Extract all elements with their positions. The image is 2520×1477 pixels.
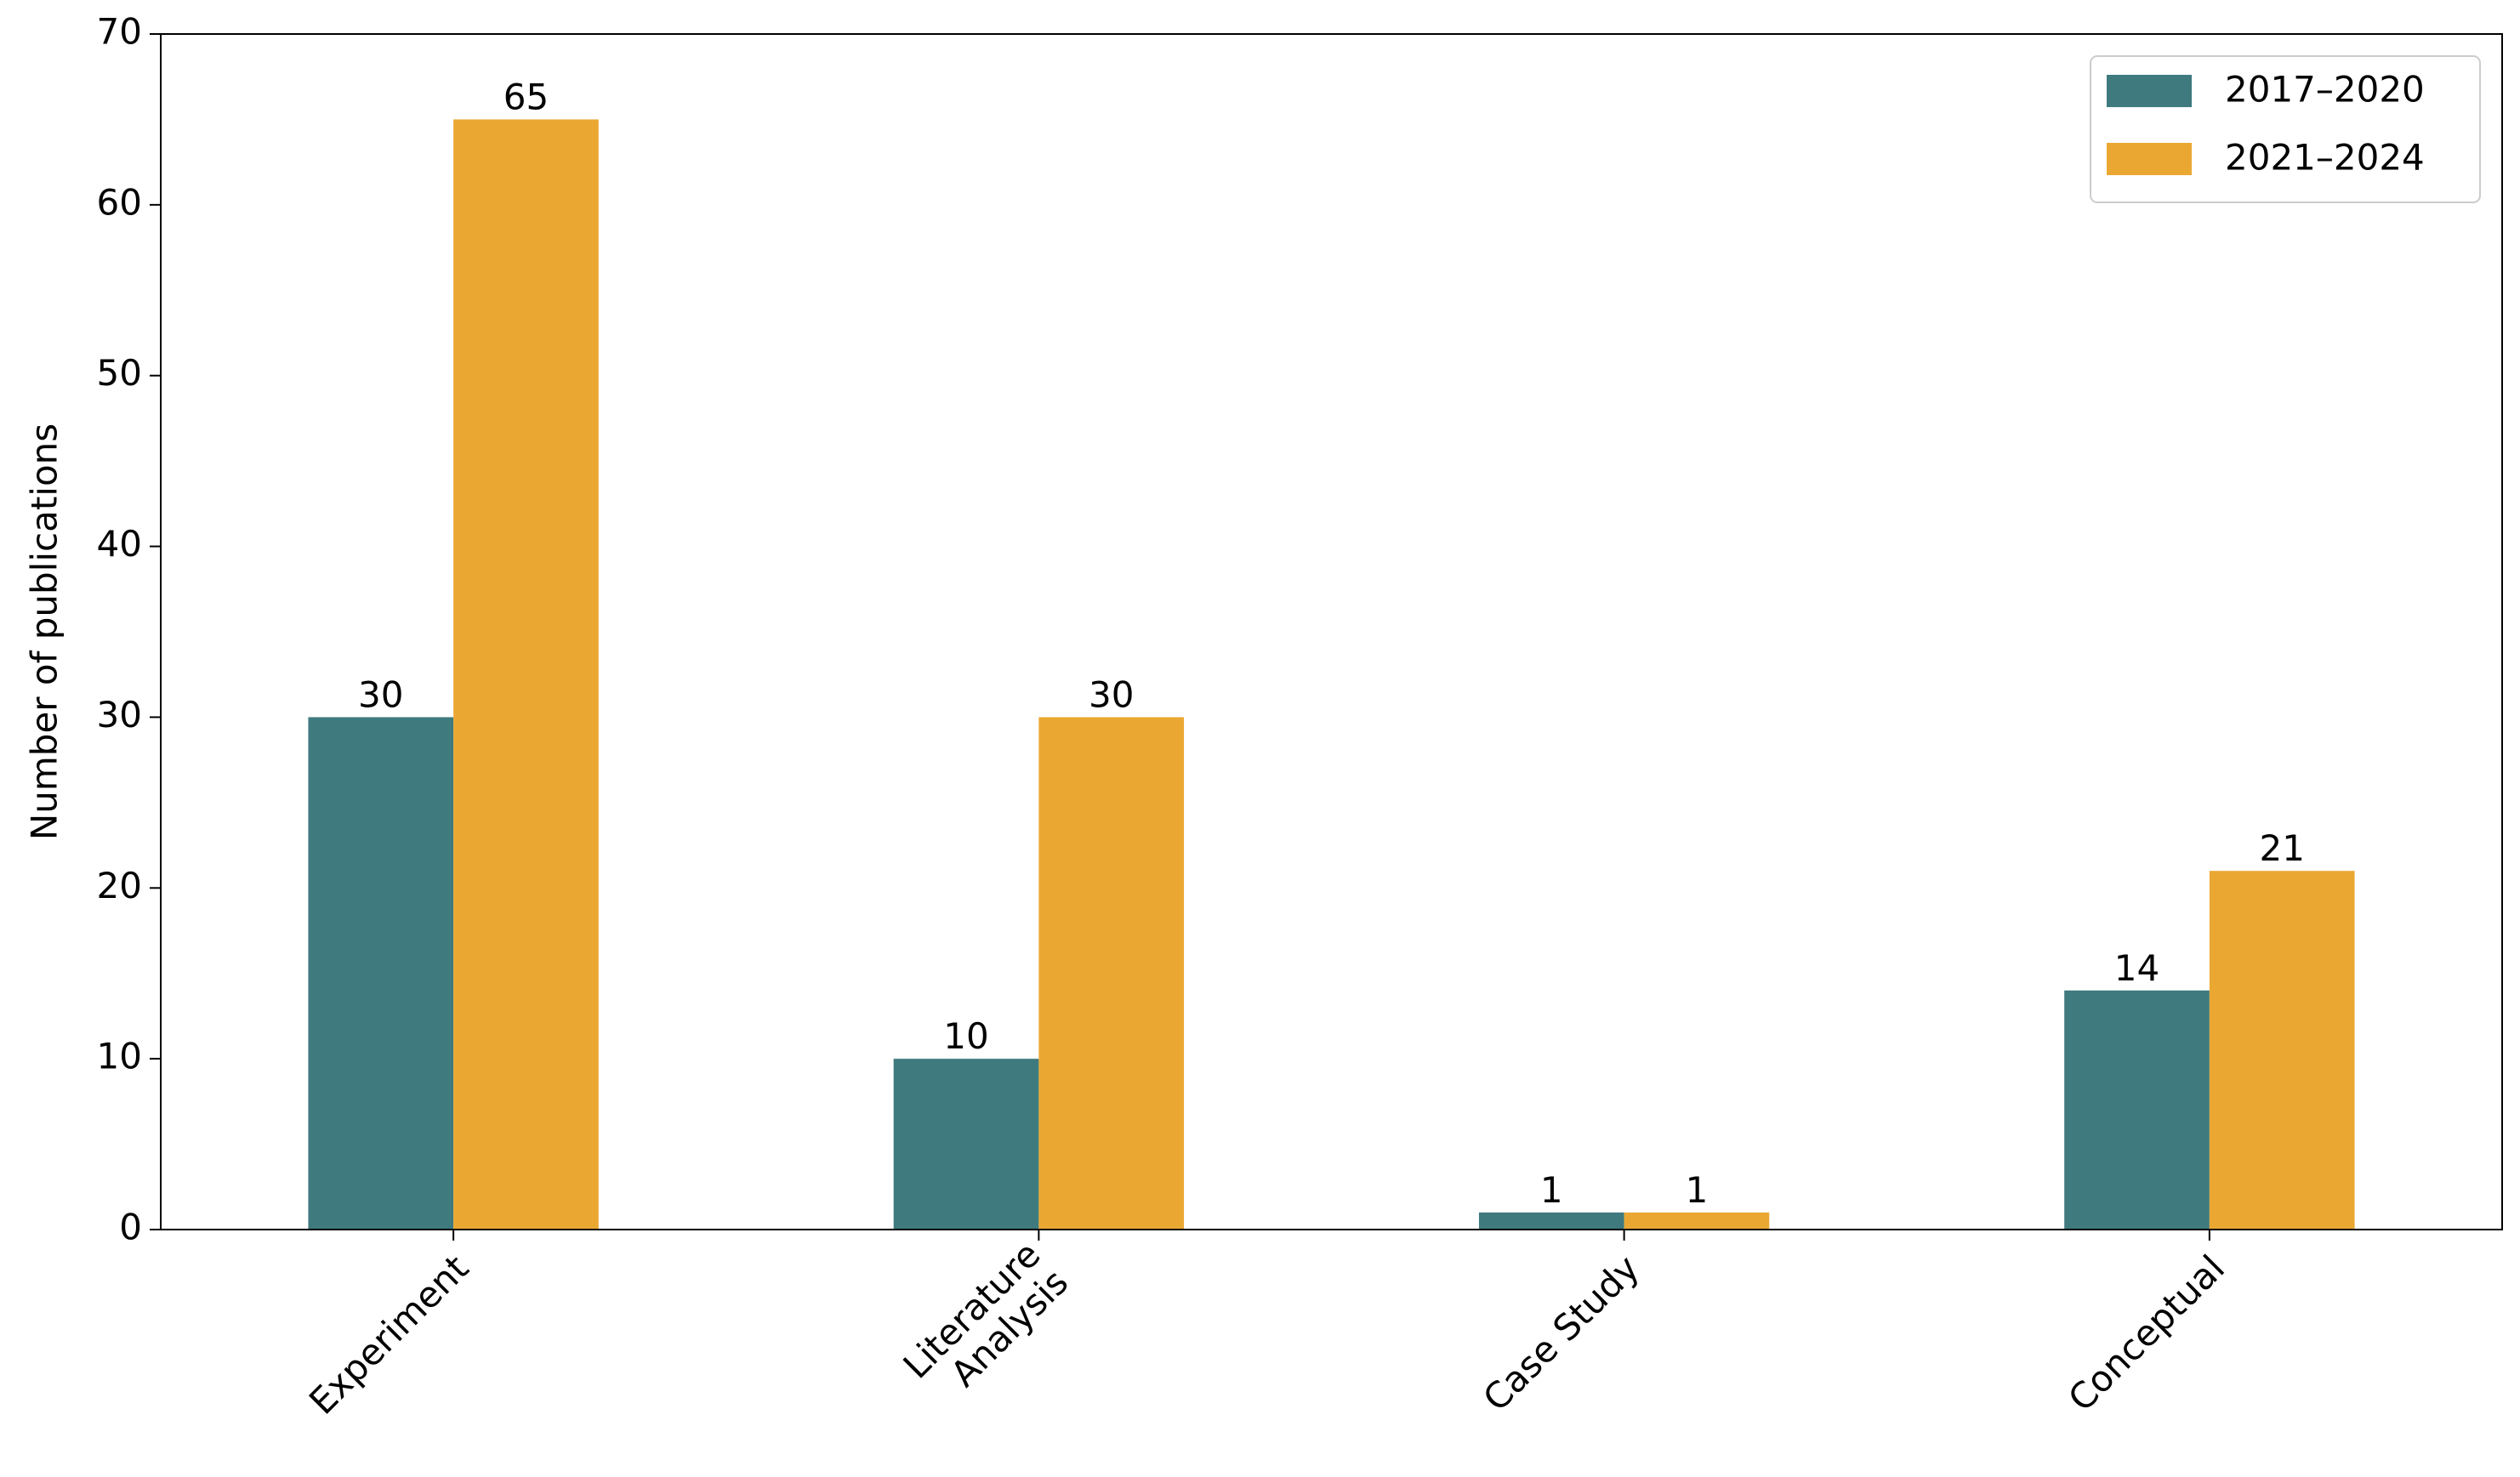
y-tick-label: 60: [97, 181, 142, 223]
value-label: 30: [1089, 673, 1134, 715]
y-tick-label: 30: [97, 694, 142, 736]
bar: [308, 717, 454, 1230]
value-label: 1: [1686, 1169, 1709, 1211]
bar: [453, 119, 599, 1230]
value-label: 14: [2114, 947, 2159, 989]
y-axis-label: Number of publications: [24, 423, 65, 840]
value-label: 1: [1540, 1169, 1563, 1211]
x-tick-label: Experiment: [301, 1247, 476, 1423]
bar: [1038, 717, 1185, 1230]
bar: [1478, 1212, 1624, 1230]
legend-label: 2017–2020: [2225, 69, 2425, 111]
x-tick-label: LiteratureAnalysis: [895, 1233, 1076, 1414]
plot-frame: [160, 33, 2503, 1230]
y-tick-label: 20: [97, 865, 142, 906]
y-tick-label: 10: [97, 1036, 142, 1077]
y-tick-label: 0: [119, 1207, 142, 1248]
value-label: 30: [358, 673, 403, 715]
bar: [893, 1059, 1039, 1230]
y-tick-label: 40: [97, 523, 142, 565]
legend-label: 2021–2024: [2225, 137, 2425, 179]
bar: [2209, 871, 2355, 1230]
value-label: 21: [2259, 827, 2304, 869]
legend-swatch: [2107, 75, 2192, 107]
y-tick-label: 70: [97, 11, 142, 53]
bar: [2064, 990, 2210, 1230]
value-label: 65: [503, 76, 549, 117]
legend-swatch: [2107, 143, 2192, 175]
value-label: 10: [943, 1015, 988, 1057]
x-tick-label: Conceptual: [2060, 1247, 2233, 1420]
y-tick-label: 50: [97, 352, 142, 394]
bar: [1624, 1212, 1770, 1230]
x-tick-label: Case Study: [1475, 1247, 1647, 1420]
